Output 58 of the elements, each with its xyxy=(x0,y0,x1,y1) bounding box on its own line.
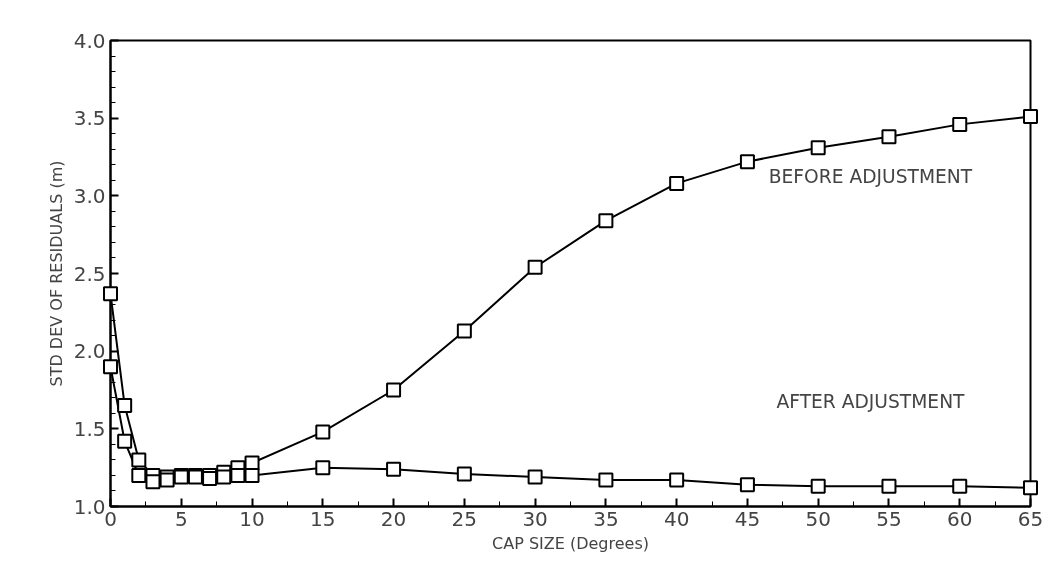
point xyxy=(527,259,543,275)
x-tick-label: 30 xyxy=(522,506,548,531)
point xyxy=(386,461,402,477)
y-axis-title: STD DEV OF RESIDUALS (m) xyxy=(46,160,66,387)
point xyxy=(881,478,897,494)
x-tick-label: 55 xyxy=(876,506,902,531)
y-tick-label: 4.0 xyxy=(73,28,106,53)
point xyxy=(386,382,402,398)
x-tick-label: 20 xyxy=(380,506,407,531)
point xyxy=(315,460,331,476)
x-tick-label: 0 xyxy=(104,506,117,531)
point xyxy=(598,213,614,229)
x-tick-label: 45 xyxy=(734,506,761,531)
point xyxy=(117,398,133,414)
x-axis-title: CAP SIZE (Degrees) xyxy=(492,533,649,553)
point xyxy=(881,129,897,145)
point xyxy=(952,116,968,132)
point xyxy=(230,467,246,483)
point xyxy=(145,474,161,490)
point xyxy=(669,472,685,488)
point xyxy=(952,478,968,494)
y-tick-label: 3.5 xyxy=(73,106,106,131)
x-tick-label: 5 xyxy=(174,506,188,531)
point xyxy=(202,471,218,487)
x-tick-label: 50 xyxy=(805,506,831,531)
point xyxy=(456,466,472,482)
point xyxy=(527,469,543,485)
point xyxy=(810,140,826,156)
y-tick-label: 2.5 xyxy=(73,261,106,286)
point xyxy=(131,452,147,468)
point xyxy=(810,478,826,494)
point xyxy=(117,433,133,449)
point xyxy=(315,424,331,440)
point xyxy=(456,323,472,339)
y-tick-label: 1.5 xyxy=(73,416,106,441)
x-tick-label: 10 xyxy=(239,506,265,531)
y-tick-label: 1.0 xyxy=(73,494,106,519)
point xyxy=(1023,109,1038,125)
point xyxy=(244,467,260,483)
x-tick-label: 60 xyxy=(947,506,973,531)
point xyxy=(739,154,755,170)
x-tick-label: 15 xyxy=(310,506,336,531)
y-tick-label: 3.0 xyxy=(73,183,106,208)
x-tick-label: 25 xyxy=(451,506,478,531)
x-tick-label: 65 xyxy=(1017,506,1044,531)
annotation: BEFORE ADJUSTMENT xyxy=(768,166,973,187)
point xyxy=(131,467,147,483)
y-tick-label: 2.0 xyxy=(73,339,106,364)
annotation: AFTER ADJUSTMENT xyxy=(776,391,966,412)
x-tick-label: 35 xyxy=(593,506,619,531)
point xyxy=(598,472,614,488)
point xyxy=(669,175,685,191)
point xyxy=(216,469,232,485)
point xyxy=(1023,480,1038,496)
x-tick-label: 40 xyxy=(663,506,690,531)
point xyxy=(739,477,755,493)
point xyxy=(103,359,118,375)
point xyxy=(103,286,118,302)
